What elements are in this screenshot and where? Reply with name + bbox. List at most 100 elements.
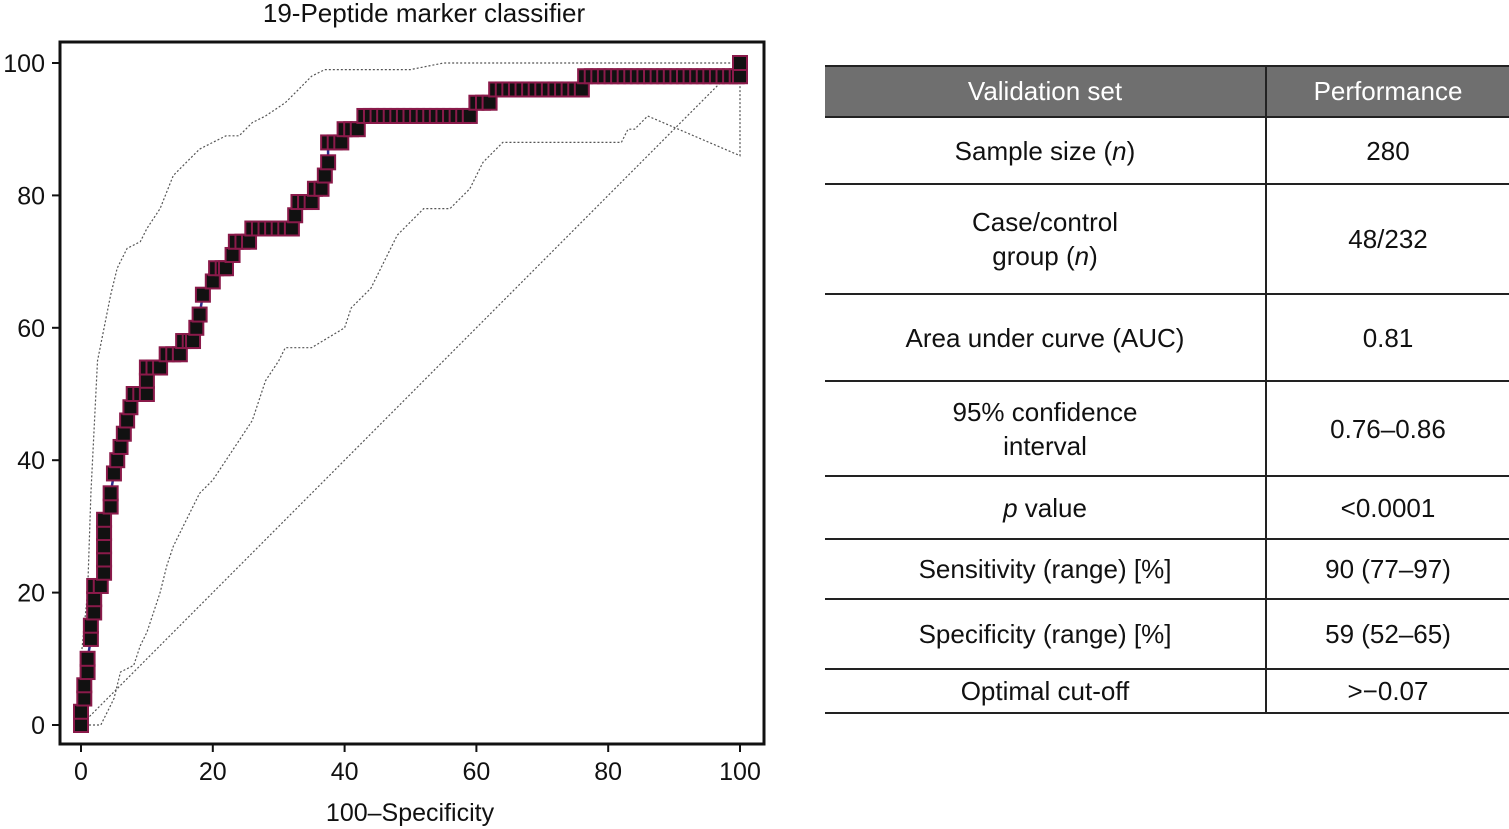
axis-ticks: 0 20 40 60 80 100 0 20 40 60 80 100 bbox=[3, 50, 761, 786]
row-label: Specificity (range) [%] bbox=[825, 599, 1267, 670]
row-value: 280 bbox=[1266, 117, 1509, 185]
roc-marker bbox=[185, 333, 202, 350]
row-value: >−0.07 bbox=[1266, 669, 1509, 714]
row-label-line-2: group (n) bbox=[825, 239, 1265, 273]
roc-marker bbox=[333, 134, 350, 151]
roc-marker bbox=[283, 220, 300, 237]
y-tick-label: 60 bbox=[17, 315, 45, 343]
roc-marker bbox=[102, 485, 119, 502]
roc-marker bbox=[96, 511, 113, 528]
roc-marker bbox=[109, 452, 126, 469]
roc-marker bbox=[303, 194, 320, 211]
row-label-text: group ( bbox=[992, 241, 1075, 271]
roc-marker bbox=[82, 617, 99, 634]
row-label: Area under curve (AUC) bbox=[825, 294, 1267, 382]
table-row: Sample size (n) 280 bbox=[825, 117, 1509, 185]
roc-marker bbox=[76, 690, 93, 707]
row-value: 0.81 bbox=[1266, 294, 1509, 382]
roc-marker bbox=[204, 273, 221, 290]
roc-marker bbox=[313, 180, 330, 197]
roc-marker bbox=[96, 525, 113, 542]
series-layer bbox=[79, 62, 742, 726]
x-axis-label: 100–Specificity bbox=[326, 799, 495, 827]
row-label-text: interval bbox=[1003, 430, 1087, 461]
roc-marker bbox=[241, 233, 258, 250]
row-label-text: Area under curve (AUC) bbox=[905, 322, 1185, 353]
roc-marker bbox=[79, 664, 96, 681]
row-label: Optimal cut-off bbox=[825, 669, 1267, 714]
roc-marker bbox=[138, 386, 155, 402]
x-tick-label: 80 bbox=[594, 758, 622, 786]
roc-marker bbox=[105, 465, 122, 482]
roc-marker bbox=[188, 319, 205, 336]
y-tick-label: 0 bbox=[31, 712, 45, 740]
row-label-after: ) bbox=[1089, 241, 1098, 271]
roc-marker bbox=[224, 246, 241, 263]
row-label: 95% confidence interval bbox=[825, 381, 1267, 477]
row-label-line-1: Case/control bbox=[972, 207, 1118, 237]
y-tick-label: 40 bbox=[17, 447, 45, 475]
header-performance: Performance bbox=[1266, 65, 1509, 118]
roc-marker bbox=[461, 107, 478, 124]
row-label-after: value bbox=[1017, 492, 1087, 523]
roc-marker bbox=[122, 399, 139, 416]
row-value: 90 (77–97) bbox=[1266, 539, 1509, 600]
row-label: Sensitivity (range) [%] bbox=[825, 539, 1267, 600]
roc-marker bbox=[481, 94, 498, 111]
row-label-after: ) bbox=[1126, 135, 1136, 166]
roc-marker bbox=[79, 650, 96, 667]
roc-marker bbox=[573, 81, 590, 98]
table-row: Area under curve (AUC) 0.81 bbox=[825, 294, 1509, 382]
marker-layer bbox=[73, 55, 748, 733]
chart-title: 19-Peptide marker classifier bbox=[263, 0, 586, 28]
row-value: 59 (52–65) bbox=[1266, 599, 1509, 670]
table-row: Optimal cut-off >−0.07 bbox=[825, 669, 1509, 714]
roc-marker bbox=[732, 68, 748, 85]
x-tick-label: 20 bbox=[199, 758, 227, 786]
row-label-text: Specificity (range) [%] bbox=[918, 619, 1172, 649]
plot-frame bbox=[58, 40, 766, 746]
row-label-text: Optimal cut-off bbox=[960, 676, 1130, 706]
table-row: 95% confidence interval 0.76–0.86 bbox=[825, 381, 1509, 477]
row-value: 0.76–0.86 bbox=[1266, 381, 1509, 477]
series-line-1 bbox=[80, 62, 740, 725]
roc-marker bbox=[92, 577, 109, 594]
roc-marker bbox=[287, 207, 304, 224]
roc-marker bbox=[349, 121, 366, 138]
row-label-line-2: interval bbox=[825, 429, 1265, 463]
row-label: p value bbox=[825, 476, 1267, 540]
x-tick-label: 100 bbox=[719, 758, 761, 786]
roc-marker bbox=[171, 346, 188, 363]
roc-marker bbox=[217, 260, 234, 277]
roc-marker bbox=[96, 538, 113, 555]
y-tick-label: 80 bbox=[17, 182, 45, 210]
x-tick-label: 60 bbox=[462, 758, 490, 786]
x-tick-label: 0 bbox=[74, 758, 88, 786]
roc-marker bbox=[316, 167, 333, 184]
row-label-text: Sample size ( bbox=[954, 135, 1113, 166]
roc-marker bbox=[732, 55, 748, 71]
roc-chart: 19-Peptide marker classifier 0 20 40 60 80 10… bbox=[3, 0, 766, 827]
roc-marker bbox=[320, 154, 337, 171]
x-tick-label: 40 bbox=[331, 758, 359, 786]
row-label-italic: p bbox=[1003, 492, 1018, 523]
roc-marker bbox=[82, 630, 99, 647]
series-line-3 bbox=[80, 62, 741, 726]
roc-marker bbox=[194, 286, 211, 303]
performance-table: Validation set Performance Sample size (… bbox=[825, 65, 1509, 714]
row-label-line-1: 95% confidence bbox=[952, 396, 1138, 427]
table-row: Case/control group (n) 48/232 bbox=[825, 184, 1509, 295]
row-label: Sample size (n) bbox=[825, 117, 1267, 185]
roc-marker bbox=[119, 412, 136, 429]
row-label-italic: n bbox=[1074, 241, 1090, 271]
table-row: Sensitivity (range) [%] 90 (77–97) bbox=[825, 539, 1509, 600]
y-tick-label: 20 bbox=[17, 580, 45, 608]
table-row: p value <0.0001 bbox=[825, 476, 1509, 540]
roc-marker bbox=[73, 703, 89, 720]
header-validation-set: Validation set bbox=[825, 65, 1267, 118]
row-label: Case/control group (n) bbox=[825, 184, 1267, 295]
roc-marker bbox=[138, 372, 155, 389]
row-value: <0.0001 bbox=[1266, 476, 1509, 540]
roc-marker bbox=[112, 438, 129, 455]
roc-marker bbox=[96, 551, 113, 568]
